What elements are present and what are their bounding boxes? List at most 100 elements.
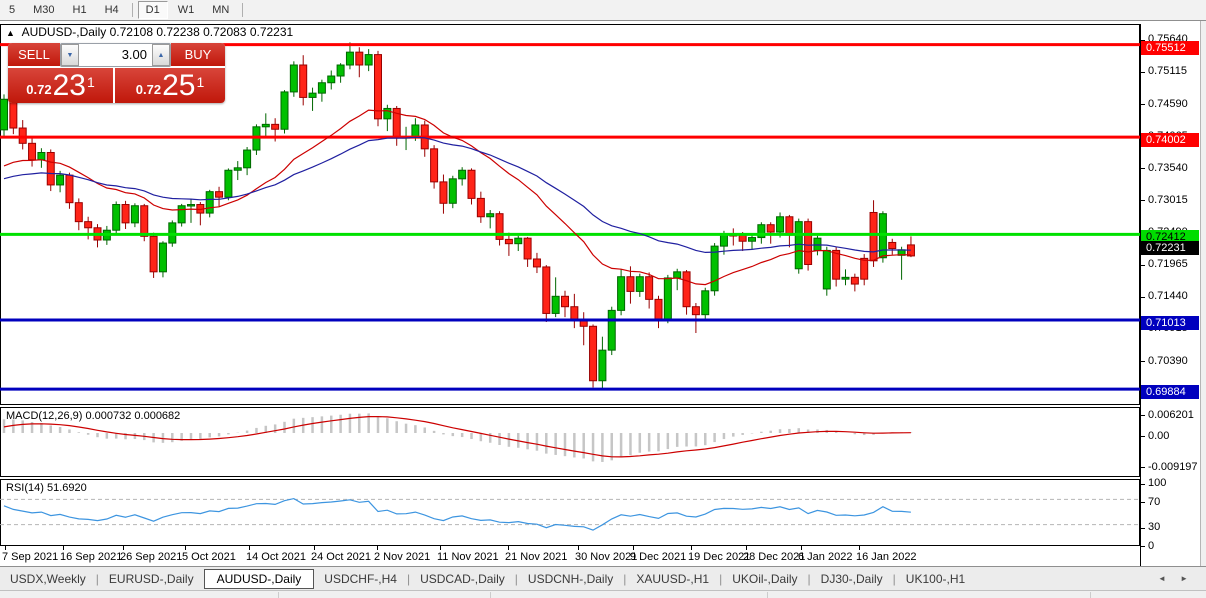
date-axis: 7 Sep 2021 16 Sep 2021 26 Sep 2021 5 Oct 20… [0,546,1140,566]
rsi-indicator-label: RSI(14) 51.6920 [6,482,87,494]
price-tick-label: 0.75115 [1148,65,1187,78]
toolbar-separator [242,3,244,17]
axis-tick-mark [1141,502,1145,504]
chart-title: ▲ AUDUSD-,Daily 0.72108 0.72238 0.72083 … [6,25,293,39]
sell-price-display[interactable]: 0.72 23 1 [8,68,113,103]
date-tick-mark [249,546,250,550]
date-label: 16 Sep 2021 [60,551,123,563]
date-tick-mark [5,546,6,550]
chart-symbol: AUDUSD-,Daily [21,25,107,39]
collapse-panel-icon[interactable]: ▲ [6,28,15,38]
chart-tab-usdchf-h4[interactable]: USDCHF-,H4 [324,572,397,586]
price-tick-label: 0.73540 [1148,161,1188,174]
buy-price-point: 1 [196,74,205,90]
timeframe-button-w1[interactable]: W1 [177,4,195,16]
buy-price-display[interactable]: 0.72 25 1 [115,68,225,103]
level-price-tag: 0.75512 [1141,40,1199,55]
chart-tab-bar: USDX,Weekly | EURUSD-,Daily AUDUSD-,Daily US… [0,566,1206,591]
buy-button[interactable]: BUY [171,43,225,67]
date-tick-mark [508,546,509,550]
rsi-tick-label: 70 [1148,495,1161,508]
date-tick-mark [746,546,747,550]
chart-tab-usdcad-daily[interactable]: USDCAD-,Daily [420,572,505,586]
status-strip-separator [1090,592,1091,598]
level-price-tag: 0.69884 [1141,385,1199,400]
axis-tick-mark [1141,296,1145,298]
axis-tick-mark [1141,415,1145,416]
date-tick-mark [859,546,860,550]
axis-tick-mark [1141,483,1145,485]
date-label: 5 Oct 2021 [182,551,236,563]
date-tick-mark [691,546,692,550]
date-tick-mark [185,546,186,550]
date-tick-mark [63,546,64,550]
volume-spinner: ▼ 3.00 ▲ [60,43,171,67]
price-tick-label: 0.73015 [1148,193,1188,206]
tab-separator: | [95,572,99,586]
status-strip-separator [490,592,491,598]
sell-price-point: 1 [86,74,95,90]
date-label: 6 Jan 2022 [798,551,853,563]
volume-decrease-button[interactable]: ▼ [61,44,79,66]
axis-tick-mark [1141,264,1145,266]
date-label: 21 Nov 2021 [505,551,568,563]
sell-price-prefix: 0.72 [26,82,52,97]
axis-tick-mark [1141,527,1145,529]
axis-tick-mark [1141,436,1145,437]
volume-increase-button[interactable]: ▲ [152,44,170,66]
buy-price-pips: 25 [162,69,196,102]
price-chart-canvas[interactable] [0,21,1141,567]
date-tick-mark [578,546,579,550]
price-tick-label: 0.74590 [1148,97,1188,110]
chart-area[interactable]: ▲ AUDUSD-,Daily 0.72108 0.72238 0.72083 … [0,21,1206,598]
volume-input[interactable]: 3.00 [79,44,152,66]
sell-button[interactable]: SELL [8,43,60,67]
date-label: 7 Sep 2021 [2,551,59,563]
ohlc-low: 0.72083 [203,25,247,39]
chart-tab-xauusd-h1[interactable]: XAUUSD-,H1 [636,572,710,586]
macd-tick-label: -0.009197 [1148,460,1198,473]
chart-tab-usdcnh-daily[interactable]: USDCNH-,Daily [527,572,614,586]
price-tick-label: 0.70390 [1148,354,1188,367]
axis-tick-mark [1141,104,1145,106]
date-label: 16 Jan 2022 [856,551,917,563]
toolbar-separator [131,3,133,17]
status-strip-separator [278,592,279,598]
date-tick-mark [377,546,378,550]
timeframe-button-m30[interactable]: M30 [33,4,55,16]
tab-separator: | [514,572,518,586]
chart-tab-uk100-h1[interactable]: UK100-,H1 [905,572,966,586]
one-click-trading-panel: SELL ▼ 3.00 ▲ BUY 0.72 23 1 0.72 25 1 [8,43,225,103]
level-price-tag: 0.71013 [1141,315,1199,330]
chart-tab-audusd-daily[interactable]: AUDUSD-,Daily [203,569,315,589]
chart-tab-ukoil-daily[interactable]: UKOil-,Daily [732,572,798,586]
sell-price-pips: 23 [52,69,86,102]
timeframe-button-5[interactable]: 5 [9,4,16,16]
status-strip-separator [767,592,768,598]
macd-indicator-label: MACD(12,26,9) 0.000732 0.000682 [6,410,181,422]
chart-tab-usdx-weekly[interactable]: USDX,Weekly [10,572,86,586]
chart-tab-dj30-daily[interactable]: DJ30-,Daily [820,572,883,586]
date-label: 11 Nov 2021 [437,551,499,563]
tab-scroll-arrows[interactable]: ◄ ► [1157,574,1194,583]
timeframe-button-h1[interactable]: H1 [72,4,87,16]
date-tick-mark [123,546,124,550]
date-label: 19 Dec 2021 [688,551,751,563]
timeframe-button-mn[interactable]: MN [212,4,230,16]
axis-tick-mark [1141,168,1145,170]
timeframe-button-d1[interactable]: D1 [137,1,168,19]
ohlc-high: 0.72238 [156,25,200,39]
timeframe-button-h4[interactable]: H4 [104,4,119,16]
axis-tick-mark [1141,39,1145,41]
rsi-tick-label: 0 [1148,539,1155,552]
rsi-tick-label: 30 [1148,521,1161,534]
rsi-tick-label: 100 [1148,477,1167,489]
axis-tick-mark [1141,467,1145,469]
level-price-tag: 0.72412 [1141,230,1199,245]
macd-tick-label: 0.006201 [1148,408,1194,421]
axis-tick-mark [1141,71,1145,73]
axis-tick-mark [1141,361,1145,363]
date-label: 9 Dec 2021 [630,551,687,563]
chart-tab-eurusd-daily[interactable]: EURUSD-,Daily [108,572,194,586]
